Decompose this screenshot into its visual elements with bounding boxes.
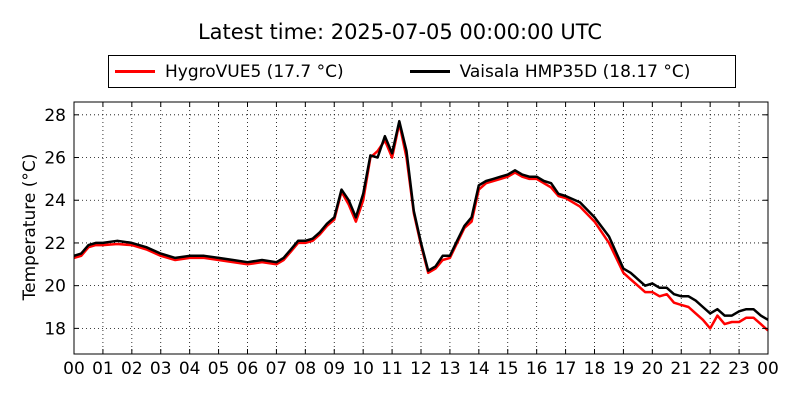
x-tick-label: 23	[728, 359, 750, 379]
y-tick-label: 18	[44, 319, 66, 339]
x-tick-label: 05	[208, 359, 230, 379]
legend-swatch-hygrovue5	[115, 70, 155, 73]
x-tick-label: 00	[63, 359, 85, 379]
x-tick-label: 11	[381, 359, 403, 379]
x-tick-label: 16	[526, 359, 548, 379]
legend-entry-vaisala: Vaisala HMP35D (18.17 °C)	[404, 61, 691, 82]
plot-frame	[73, 101, 769, 355]
x-tick-label: 10	[352, 359, 374, 379]
series-line-1	[73, 119, 769, 321]
x-tick-label: 20	[642, 359, 664, 379]
x-tick-label: 13	[439, 359, 461, 379]
legend-label-vaisala: Vaisala HMP35D (18.17 °C)	[459, 61, 691, 82]
x-tick-label: 12	[410, 359, 432, 379]
x-tick-label: 14	[468, 359, 490, 379]
y-tick-label: 22	[44, 234, 66, 254]
x-tick-label: 22	[699, 359, 721, 379]
x-tick-label: 03	[150, 359, 172, 379]
legend-entry-hygrovue5: HygroVUE5 (17.7 °C)	[109, 62, 344, 82]
legend-label-hygrovue5: HygroVUE5 (17.7 °C)	[165, 61, 344, 82]
x-tick-label: 15	[497, 359, 519, 379]
x-tick-label: 09	[323, 359, 345, 379]
x-tick-label: 18	[584, 359, 606, 379]
x-tick-label: 02	[121, 359, 143, 379]
legend-swatch-vaisala	[409, 70, 450, 73]
x-tick-label: 04	[179, 359, 201, 379]
x-tick-label: 07	[266, 359, 288, 379]
x-tick-label: 17	[555, 359, 577, 379]
x-tick-label: 06	[237, 359, 259, 379]
x-tick-label: 21	[670, 359, 692, 379]
y-tick-label: 26	[44, 149, 66, 169]
x-tick-label: 08	[295, 359, 317, 379]
y-tick-label: 20	[44, 277, 66, 297]
y-tick-label: 28	[44, 106, 66, 126]
series-line-0	[73, 122, 769, 332]
x-tick-label: 01	[92, 359, 114, 379]
x-tick-label: 19	[613, 359, 635, 379]
chart-legend: HygroVUE5 (17.7 °C) Vaisala HMP35D (18.1…	[108, 55, 736, 88]
y-tick-label: 24	[44, 191, 66, 211]
x-tick-label: 00	[757, 359, 779, 379]
chart-title: Latest time: 2025-07-05 00:00:00 UTC	[197, 20, 603, 44]
